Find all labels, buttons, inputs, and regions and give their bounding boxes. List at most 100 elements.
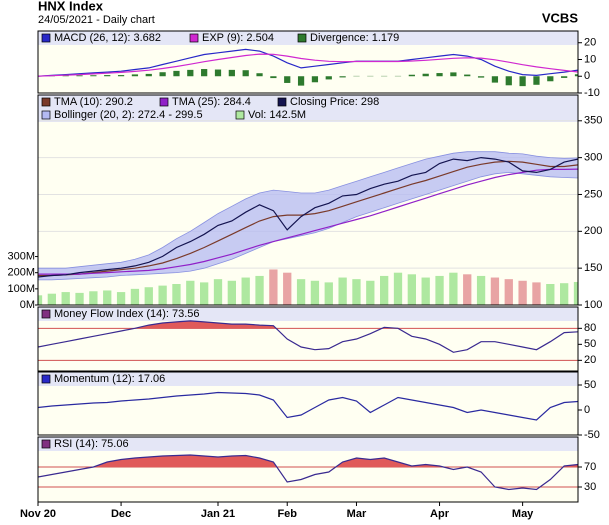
divergence-bar — [159, 72, 166, 77]
line — [38, 156, 578, 278]
divergence-bar — [561, 76, 568, 78]
legend-label: EXP (9): 2.504 — [202, 32, 274, 44]
divergence-bar — [201, 69, 208, 77]
volume-bar — [61, 292, 70, 305]
divergence-bar — [214, 69, 222, 77]
y-tick-label: 30 — [584, 481, 596, 493]
y-tick-label: 50 — [584, 379, 596, 391]
plot — [38, 48, 578, 87]
legend-label: Divergence: 1.179 — [310, 32, 399, 44]
x-tick-label: May — [512, 508, 534, 520]
legend-bg — [38, 437, 578, 451]
panel-border — [37, 94, 579, 306]
y-tick-label: 350 — [584, 115, 602, 127]
x-tick-label: Feb — [277, 508, 297, 520]
y-tick-label: 70 — [584, 461, 596, 473]
divergence-bar — [173, 70, 180, 77]
volume-bar — [573, 281, 578, 305]
panel-border — [37, 371, 579, 436]
volume-bar — [130, 288, 140, 305]
x-tick-label: Nov 20 — [20, 508, 56, 520]
legend-label: Vol: 142.5M — [248, 109, 306, 121]
y-tick-label: 300 — [584, 152, 602, 164]
y2-tick-label: 100M — [7, 283, 35, 295]
volume-bar — [213, 279, 223, 305]
divergence-bar — [408, 74, 415, 77]
legend-swatch — [277, 97, 287, 107]
legend-swatch — [235, 110, 245, 120]
volume-bar — [75, 292, 84, 305]
line — [38, 53, 578, 77]
line — [38, 168, 578, 275]
volume-bar — [283, 272, 292, 305]
legend-swatch — [41, 33, 51, 43]
line — [38, 160, 578, 277]
divergence-bar — [297, 76, 305, 86]
volume-bar — [463, 274, 472, 305]
y-tick-label: 20 — [584, 37, 596, 49]
volume-bar — [144, 287, 153, 305]
legend-swatch — [189, 33, 199, 43]
legend-label: MACD (26, 12): 3.682 — [54, 32, 161, 44]
line — [38, 320, 578, 353]
volume-bar — [186, 280, 195, 305]
overbought — [38, 455, 578, 467]
divergence-bar — [90, 75, 97, 77]
volume-bar — [449, 272, 458, 305]
divergence-bar — [104, 75, 111, 77]
brand: VCBS — [542, 10, 578, 25]
divergence-bar — [228, 69, 235, 77]
legend-label: Momentum (12): 17.06 — [54, 373, 165, 385]
subtitle: 24/05/2021 - Daily chart — [38, 14, 155, 26]
volume-bar — [310, 280, 320, 305]
volume-bar — [407, 274, 416, 305]
y-tick-label: 0 — [584, 404, 590, 416]
divergence-bar — [117, 75, 125, 77]
legend-bg — [38, 31, 578, 45]
divergence-bar — [519, 76, 526, 87]
legend-bg — [38, 372, 578, 386]
plot — [38, 320, 578, 361]
volume-bar — [158, 285, 167, 305]
y-tick-label: 10 — [584, 53, 596, 65]
divergence-bar — [270, 76, 277, 79]
divergence-bar — [339, 76, 346, 78]
volume-bar — [380, 275, 389, 305]
legend-swatch — [297, 33, 307, 43]
y-tick-label: 0 — [584, 70, 590, 82]
legend-swatch — [41, 110, 51, 120]
legend-swatch — [41, 309, 51, 319]
legend-bg — [38, 95, 578, 122]
divergence-bar — [450, 72, 457, 77]
divergence-bar — [256, 73, 263, 77]
legend-bg — [38, 307, 578, 321]
y-tick-label: -10 — [584, 87, 600, 99]
divergence-bar — [284, 76, 291, 83]
x-tick-label: Mar — [347, 508, 367, 520]
y2-tick-label: 300M — [7, 250, 35, 262]
divergence-bar — [436, 73, 443, 77]
volume-bar — [476, 275, 486, 305]
volume-bar — [255, 275, 264, 305]
legend-swatch — [41, 97, 51, 107]
panel-border — [37, 306, 579, 372]
volume-bar — [172, 284, 181, 305]
volume-bar — [421, 277, 430, 305]
volume-bar — [490, 277, 500, 305]
divergence-bar — [477, 76, 485, 78]
overbought-fill — [38, 455, 578, 467]
y-tick-label: 200 — [584, 225, 602, 237]
volume-bar — [241, 277, 250, 305]
volume-bar — [296, 279, 306, 305]
legend-swatch — [159, 97, 169, 107]
line — [38, 48, 578, 77]
y-tick-label: 20 — [584, 354, 596, 366]
volume-bar — [393, 272, 403, 305]
divergence-bar — [533, 76, 540, 85]
divergence-bar — [325, 76, 332, 80]
volume-bar — [352, 279, 361, 305]
legend-swatch — [41, 374, 51, 384]
y-tick-label: 150 — [584, 262, 602, 274]
y-tick-label: 100 — [584, 299, 602, 311]
